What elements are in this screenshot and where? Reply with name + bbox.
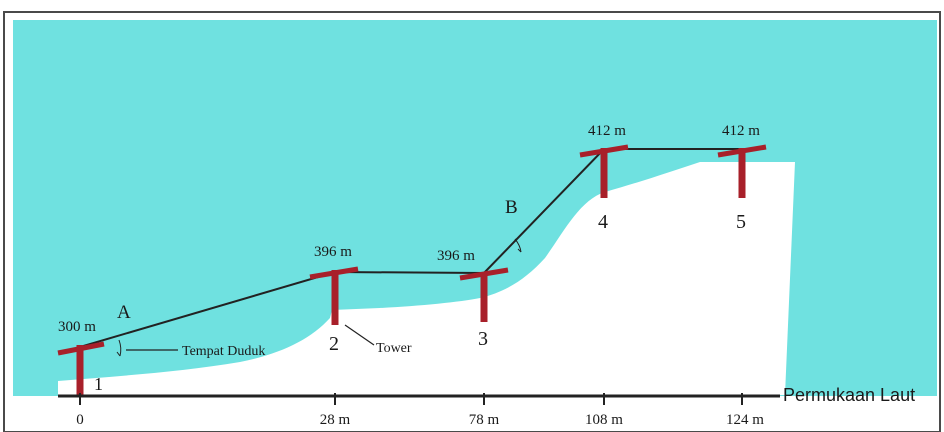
segment-label-b: B: [505, 197, 518, 218]
axis-tick-label-108: 108 m: [585, 412, 623, 428]
angle-marker-b: [514, 238, 522, 253]
tower-number-4: 4: [598, 211, 608, 233]
axis-ticks: [79, 393, 743, 405]
axis-tick-label-28: 28 m: [320, 412, 351, 428]
seat-annotation: Tempat Duduk: [182, 344, 265, 359]
tower-2: [309, 266, 359, 325]
tower-3: [459, 267, 509, 322]
terrain-profile: [58, 162, 795, 395]
tower-4: [579, 144, 629, 198]
axis-tick-label-78: 78 m: [469, 412, 500, 428]
axis-tick-label-124: 124 m: [726, 412, 764, 428]
axis-tick-label-0: 0: [76, 412, 84, 428]
tower-number-1: 1: [94, 374, 103, 394]
angle-marker-a: [116, 339, 122, 357]
elevation-label-5: 412 m: [722, 123, 760, 139]
tower-leader-line: [344, 324, 375, 346]
tower-number-3: 3: [478, 328, 488, 350]
elevation-label-3: 396 m: [437, 248, 475, 264]
tower-1: [57, 341, 105, 396]
tower-number-2: 2: [329, 333, 339, 355]
segment-label-a: A: [117, 302, 131, 323]
tower-5: [717, 144, 767, 198]
elevation-label-4: 412 m: [588, 123, 626, 139]
axis-title: Permukaan Laut: [783, 385, 915, 405]
elevation-label-1: 300 m: [58, 319, 96, 335]
tower-number-5: 5: [736, 211, 746, 233]
tower-annotation: Tower: [376, 341, 412, 356]
elevation-label-2: 396 m: [314, 244, 352, 260]
